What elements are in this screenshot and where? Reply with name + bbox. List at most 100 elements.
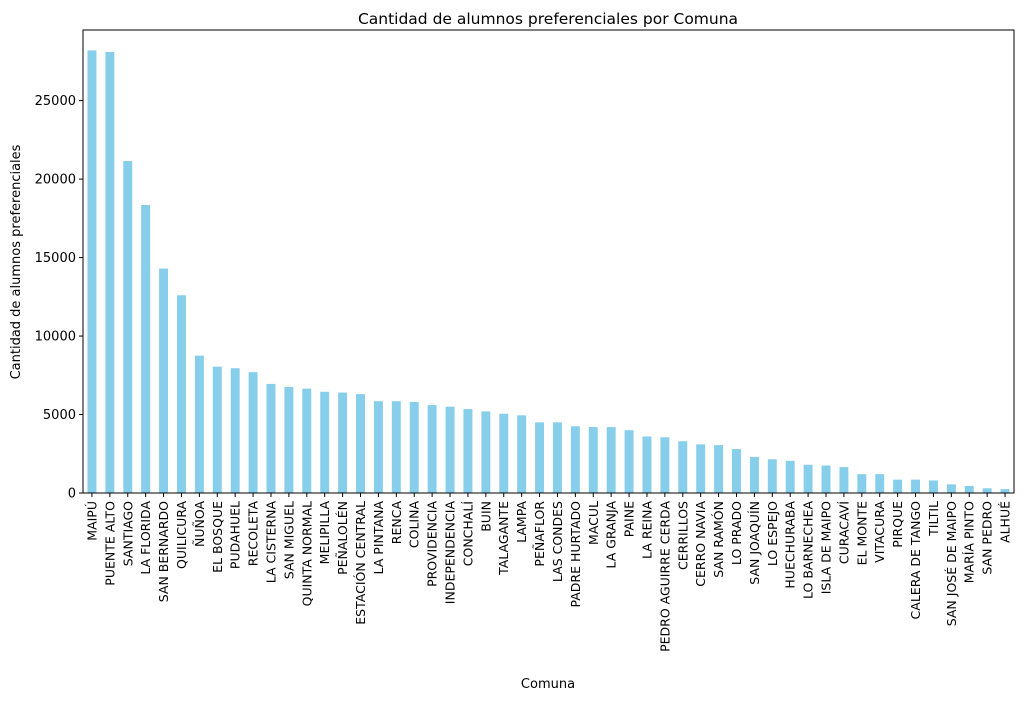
x-tick-label: LAS CONDES xyxy=(550,501,565,582)
x-tick-label: LA CISTERNA xyxy=(263,501,278,584)
bar xyxy=(964,485,974,493)
x-tick-label: HUECHURABA xyxy=(783,501,798,589)
x-tick-label: ALHUÉ xyxy=(998,501,1013,543)
bar xyxy=(624,430,634,493)
x-tick-label: CERRILLOS xyxy=(675,501,690,570)
bar xyxy=(356,394,365,493)
bar xyxy=(660,437,670,493)
x-tick-label: LA PINTANA xyxy=(371,501,386,575)
bar xyxy=(159,268,169,493)
y-tick-label: 25000 xyxy=(35,94,76,109)
x-tick-label: LA FLORIDA xyxy=(138,501,153,575)
bar xyxy=(588,427,598,493)
x-axis-label: Comuna xyxy=(521,677,575,692)
x-tick-label: LO BARNECHEA xyxy=(801,501,816,599)
x-tick-label: CURACAVÍ xyxy=(836,501,851,564)
y-tick-label: 5000 xyxy=(43,408,76,423)
bar xyxy=(606,427,616,493)
bar xyxy=(248,372,258,493)
bar xyxy=(928,480,938,493)
bar xyxy=(714,445,724,493)
y-tick-label: 20000 xyxy=(35,173,76,188)
bar xyxy=(642,436,652,493)
x-tick-label: COLINA xyxy=(407,501,422,549)
bar xyxy=(767,459,777,493)
bar xyxy=(194,355,204,493)
x-tick-label: SAN MIGUEL xyxy=(281,501,296,579)
y-axis-label: Cantidad de alumnos preferenciales xyxy=(9,144,24,379)
bar xyxy=(373,401,383,493)
x-tick-label: PEDRO AGUIRRE CERDA xyxy=(657,501,672,652)
x-tick-label: RENCA xyxy=(389,501,404,545)
bar xyxy=(785,460,795,493)
x-tick-label: MAIPÚ xyxy=(84,501,99,541)
bar xyxy=(463,409,473,493)
x-tick-label: ISLA DE MAIPO xyxy=(819,501,834,594)
bar xyxy=(391,401,401,493)
x-tick-label: MACUL xyxy=(586,501,601,545)
x-tick-label: CONCHALÍ xyxy=(460,501,475,567)
bar xyxy=(481,411,491,493)
bar xyxy=(982,488,992,493)
x-tick-label: PAINE xyxy=(622,501,637,537)
bar xyxy=(123,161,133,493)
x-tick-label: EL MONTE xyxy=(854,501,869,565)
x-tick-label: MARÍA PINTO xyxy=(962,501,977,583)
x-tick-label: PUENTE ALTO xyxy=(102,501,117,586)
bar xyxy=(409,401,419,493)
x-tick-label: CERRO NAVIA xyxy=(693,501,708,587)
bar xyxy=(427,405,437,493)
y-axis: 0 5000 10000 15000 20000 25000 xyxy=(35,94,83,502)
bar xyxy=(803,464,813,493)
x-tick-label: PIRQUE xyxy=(890,501,905,548)
bar xyxy=(499,413,509,493)
x-tick-label: PROVIDENCIA xyxy=(425,501,440,587)
x-tick-label: QUINTA NORMAL xyxy=(299,501,314,606)
x-tick-label: PUDAHUEL xyxy=(228,501,243,569)
x-tick-label: SAN PEDRO xyxy=(980,501,995,575)
x-tick-label: SAN RAMÓN xyxy=(711,501,726,578)
bar xyxy=(302,388,312,493)
x-tick-label: QUILICURA xyxy=(174,501,189,569)
bar xyxy=(678,441,688,493)
x-tick-label: PEÑALOLÉN xyxy=(335,501,350,575)
chart-title: Cantidad de alumnos preferenciales por C… xyxy=(358,10,738,28)
bars xyxy=(87,50,1010,494)
bar xyxy=(732,449,741,493)
x-tick-label: MELIPILLA xyxy=(317,501,332,565)
y-tick-label: 15000 xyxy=(35,251,76,266)
bar xyxy=(105,51,115,494)
bar xyxy=(141,204,151,494)
bar xyxy=(87,50,97,494)
x-axis: MAIPÚ PUENTE ALTO SANTIAGO LA FLORIDA SAN BE… xyxy=(84,493,1013,652)
bar xyxy=(821,465,831,493)
bar xyxy=(696,444,706,493)
bar xyxy=(230,368,240,493)
bar xyxy=(1000,489,1010,493)
bar xyxy=(839,467,849,493)
x-tick-label: ESTACIÓN CENTRAL xyxy=(353,501,368,625)
x-tick-label: SANTIAGO xyxy=(120,501,135,566)
bar xyxy=(266,383,276,493)
x-tick-label: INDEPENDENCIA xyxy=(443,501,458,605)
y-tick-label: 10000 xyxy=(35,330,76,345)
x-tick-label: LA REINA xyxy=(639,501,654,559)
x-tick-label: ÑUÑOA xyxy=(192,501,207,547)
bar xyxy=(857,474,867,493)
x-tick-label: SAN JOAQUÍN xyxy=(747,501,762,585)
bar xyxy=(320,391,330,493)
bar xyxy=(875,474,885,493)
bar xyxy=(911,479,921,493)
bar xyxy=(570,426,580,493)
bar xyxy=(749,456,759,493)
x-tick-label: LAMPA xyxy=(514,501,529,543)
bar xyxy=(176,295,186,493)
x-tick-label: LO PRADO xyxy=(729,501,744,565)
x-tick-label: RECOLETA xyxy=(246,501,261,567)
bar xyxy=(445,406,455,493)
bar xyxy=(212,366,222,493)
bar xyxy=(893,479,903,493)
bar xyxy=(517,415,527,493)
bar xyxy=(284,387,294,493)
